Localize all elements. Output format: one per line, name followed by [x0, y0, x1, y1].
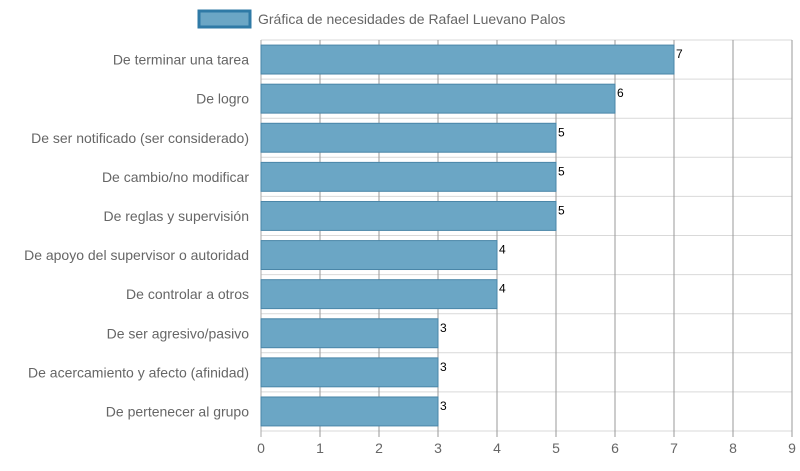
bar[interactable] [260, 44, 675, 75]
y-tick-label: De acercamiento y afecto (afinidad) [28, 364, 249, 380]
x-tick-label: 1 [316, 440, 324, 456]
x-tick-label: 3 [434, 440, 442, 456]
x-tick-label: 2 [375, 440, 383, 456]
x-tick-label: 7 [670, 440, 678, 456]
legend[interactable]: Gráfica de necesidades de Rafael Luevano… [197, 9, 565, 29]
bar[interactable] [260, 122, 557, 153]
y-axis: De terminar una tarea De logro De ser noti… [24, 52, 249, 420]
y-tick-label: De pertenecer al grupo [106, 403, 249, 419]
y-tick-label: De apoyo del supervisor o autoridad [24, 247, 249, 263]
x-tick-label: 9 [788, 440, 796, 456]
data-label: 6 [617, 86, 624, 100]
data-label: 3 [440, 360, 447, 374]
bar[interactable] [260, 279, 498, 310]
x-tick-label: 8 [729, 440, 737, 456]
data-label: 4 [499, 243, 506, 257]
x-tick-label: 4 [493, 440, 501, 456]
data-label: 4 [499, 282, 506, 296]
x-axis: 0 1 2 3 4 5 6 7 8 9 [257, 440, 796, 456]
data-label: 5 [558, 203, 565, 217]
x-tick-label: 0 [257, 440, 265, 456]
y-tick-label: De ser agresivo/pasivo [107, 325, 250, 341]
y-tick-label: De cambio/no modificar [102, 169, 249, 185]
data-labels: 7 6 5 5 5 4 4 3 3 3 [440, 47, 683, 413]
x-tick-label: 5 [552, 440, 560, 456]
data-label: 3 [440, 399, 447, 413]
y-tick-label: De controlar a otros [126, 286, 249, 302]
bar[interactable] [260, 240, 498, 271]
legend-label[interactable]: Gráfica de necesidades de Rafael Luevano… [258, 11, 565, 27]
data-label: 7 [676, 47, 683, 61]
bar[interactable] [260, 396, 439, 427]
data-label: 3 [440, 321, 447, 335]
data-label: 5 [558, 125, 565, 139]
bar[interactable] [260, 83, 616, 114]
x-tick-label: 6 [611, 440, 619, 456]
bar[interactable] [260, 357, 439, 388]
y-tick-label: De logro [196, 91, 249, 107]
bar[interactable] [260, 200, 557, 231]
bar[interactable] [260, 318, 439, 349]
data-label: 5 [558, 164, 565, 178]
y-tick-label: De ser notificado (ser considerado) [31, 130, 249, 146]
bars [260, 44, 675, 427]
y-tick-label: De reglas y supervisión [103, 208, 249, 224]
legend-swatch[interactable] [197, 9, 252, 29]
bar[interactable] [260, 161, 557, 192]
y-tick-label: De terminar una tarea [113, 52, 249, 68]
